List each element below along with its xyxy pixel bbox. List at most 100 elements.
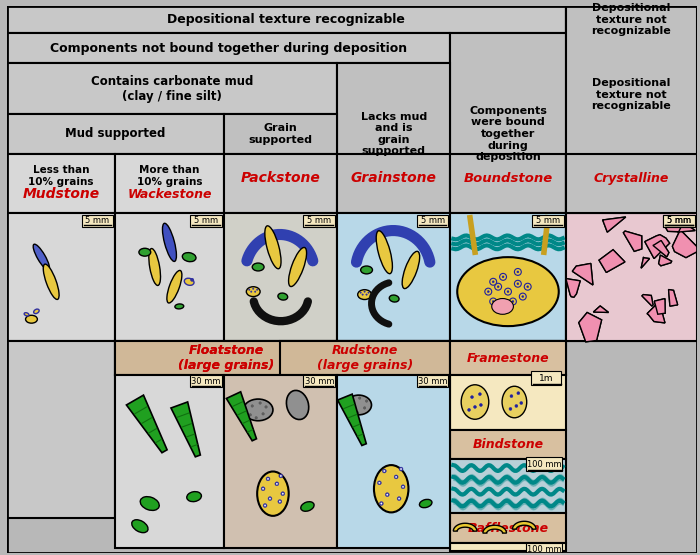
Bar (416, 215, 449, 226)
Bar (337, 213, 450, 341)
Text: 100 mm: 100 mm (526, 546, 561, 554)
Ellipse shape (275, 482, 279, 486)
Ellipse shape (262, 412, 265, 415)
Ellipse shape (480, 403, 482, 406)
Polygon shape (668, 290, 678, 306)
Bar (224, 375, 337, 548)
Text: 100 mm: 100 mm (526, 460, 561, 468)
Bar (566, 154, 696, 213)
Ellipse shape (353, 401, 355, 403)
Text: Grain
supported: Grain supported (248, 123, 312, 145)
Ellipse shape (505, 288, 512, 295)
Text: Depositional texture recognizable: Depositional texture recognizable (167, 13, 405, 26)
Ellipse shape (265, 504, 266, 506)
Bar (532, 215, 564, 226)
Bar (663, 215, 695, 226)
Polygon shape (127, 395, 167, 453)
Ellipse shape (363, 407, 366, 409)
Polygon shape (603, 217, 626, 232)
Bar (116, 154, 224, 213)
Polygon shape (566, 279, 580, 297)
Polygon shape (337, 394, 366, 446)
Ellipse shape (401, 485, 405, 489)
Ellipse shape (252, 263, 264, 271)
Bar (416, 375, 449, 387)
Ellipse shape (490, 278, 497, 285)
Text: Crystalline: Crystalline (594, 172, 669, 185)
Ellipse shape (374, 465, 409, 512)
Text: Wackestone: Wackestone (127, 188, 211, 201)
Ellipse shape (502, 305, 504, 307)
Polygon shape (645, 235, 670, 259)
Polygon shape (573, 264, 593, 285)
Text: Rudstone
(large grains): Rudstone (large grains) (317, 344, 413, 372)
Ellipse shape (246, 287, 260, 296)
Polygon shape (579, 312, 601, 342)
Bar (450, 430, 566, 459)
Text: Components not bound together during deposition: Components not bound together during dep… (50, 42, 407, 55)
Text: Boundstone: Boundstone (463, 172, 552, 185)
Polygon shape (641, 257, 650, 268)
Ellipse shape (356, 412, 359, 414)
Bar (337, 154, 450, 213)
Bar (7, 154, 116, 213)
Ellipse shape (492, 300, 494, 302)
Ellipse shape (376, 231, 393, 274)
Polygon shape (653, 240, 669, 257)
Ellipse shape (517, 282, 519, 285)
Polygon shape (454, 523, 477, 531)
Ellipse shape (402, 486, 404, 487)
Text: 5 mm: 5 mm (667, 216, 691, 225)
Polygon shape (653, 240, 669, 257)
Ellipse shape (490, 298, 497, 305)
Ellipse shape (514, 269, 522, 275)
Text: 5 mm: 5 mm (85, 216, 110, 225)
Text: 30 mm: 30 mm (191, 377, 220, 386)
Bar (82, 215, 113, 226)
Bar (337, 341, 566, 375)
Bar (116, 375, 224, 548)
Ellipse shape (507, 291, 509, 292)
Ellipse shape (399, 467, 403, 471)
Ellipse shape (278, 500, 282, 503)
Polygon shape (226, 392, 256, 441)
Text: 5 mm: 5 mm (421, 216, 444, 225)
Text: 5 mm: 5 mm (194, 216, 218, 225)
Text: Crystalline: Crystalline (594, 172, 669, 185)
Ellipse shape (402, 251, 420, 289)
Ellipse shape (175, 304, 183, 309)
Ellipse shape (162, 223, 176, 261)
Bar (526, 543, 561, 555)
Bar (450, 543, 566, 551)
Bar (450, 513, 566, 543)
Text: Mudstone: Mudstone (22, 187, 99, 201)
Ellipse shape (510, 395, 513, 397)
Ellipse shape (282, 493, 284, 495)
Ellipse shape (461, 385, 489, 419)
Ellipse shape (487, 291, 489, 292)
Ellipse shape (500, 274, 507, 280)
Ellipse shape (279, 474, 283, 478)
Polygon shape (599, 250, 625, 273)
Ellipse shape (34, 309, 39, 314)
Bar (280, 341, 450, 375)
Ellipse shape (132, 519, 148, 533)
Bar (224, 154, 337, 213)
Ellipse shape (358, 397, 361, 399)
Ellipse shape (149, 249, 160, 285)
Ellipse shape (514, 280, 522, 287)
Ellipse shape (255, 417, 258, 419)
Polygon shape (659, 255, 671, 266)
Ellipse shape (382, 469, 386, 473)
Ellipse shape (263, 503, 267, 507)
Ellipse shape (509, 407, 512, 410)
Ellipse shape (497, 286, 499, 287)
Ellipse shape (389, 295, 399, 302)
Bar (190, 215, 222, 226)
Bar (7, 33, 450, 63)
Bar (566, 154, 696, 213)
Bar (224, 114, 337, 154)
Ellipse shape (358, 290, 372, 300)
Text: Bindstone: Bindstone (473, 438, 544, 451)
Ellipse shape (517, 392, 520, 395)
